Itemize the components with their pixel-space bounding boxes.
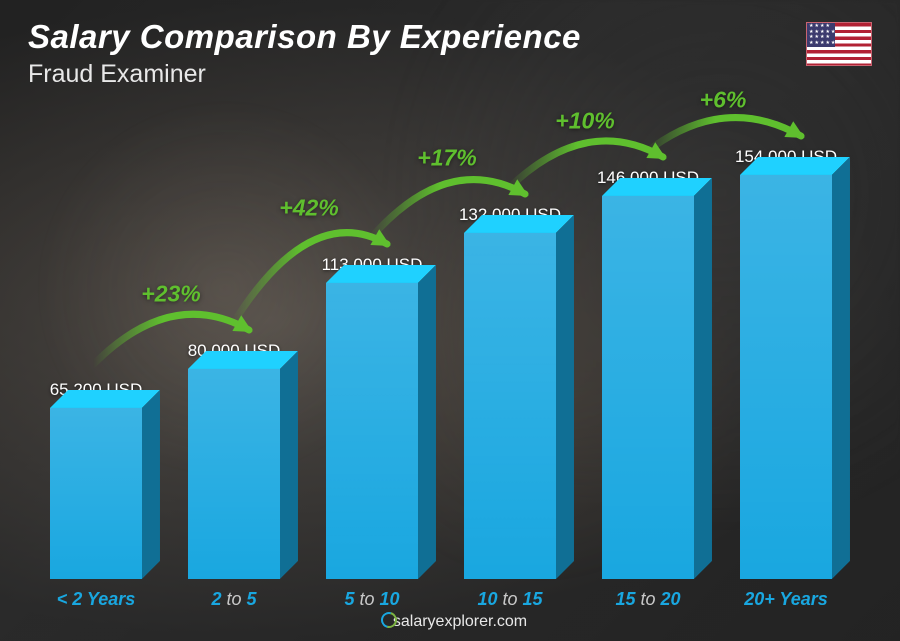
- bar-shape: [188, 369, 280, 579]
- bar-category-label: 5 to 10: [344, 589, 399, 610]
- bar-3: 132,000 USD10 to 15: [444, 120, 576, 579]
- bar-shape: [740, 175, 832, 579]
- bar-1: 80,000 USD2 to 5: [168, 120, 300, 579]
- bar-4: 146,000 USD15 to 20: [582, 120, 714, 579]
- page-title: Salary Comparison By Experience: [28, 18, 581, 56]
- page-subtitle: Fraud Examiner: [28, 60, 581, 89]
- bar-5: 154,000 USD20+ Years: [720, 120, 852, 579]
- salary-bar-chart: 65,200 USD< 2 Years80,000 USD2 to 5113,0…: [30, 120, 852, 579]
- bars-container: 65,200 USD< 2 Years80,000 USD2 to 5113,0…: [30, 120, 852, 579]
- bar-category-label: 15 to 20: [615, 589, 680, 610]
- bar-category-label: 10 to 15: [477, 589, 542, 610]
- bar-shape: [464, 233, 556, 579]
- bar-category-label: 20+ Years: [744, 589, 828, 610]
- footer-site: salaryexplorer.com: [393, 613, 527, 630]
- bar-0: 65,200 USD< 2 Years: [30, 120, 162, 579]
- us-flag-icon: [806, 22, 872, 66]
- bar-shape: [50, 408, 142, 579]
- bar-category-label: 2 to 5: [211, 589, 256, 610]
- bar-shape: [326, 283, 418, 579]
- header: Salary Comparison By Experience Fraud Ex…: [28, 18, 581, 89]
- bar-category-label: < 2 Years: [57, 589, 136, 610]
- bar-shape: [602, 196, 694, 579]
- footer: salaryexplorer.com: [0, 612, 900, 631]
- salaryexplorer-logo-icon: [373, 612, 389, 628]
- bar-2: 113,000 USD5 to 10: [306, 120, 438, 579]
